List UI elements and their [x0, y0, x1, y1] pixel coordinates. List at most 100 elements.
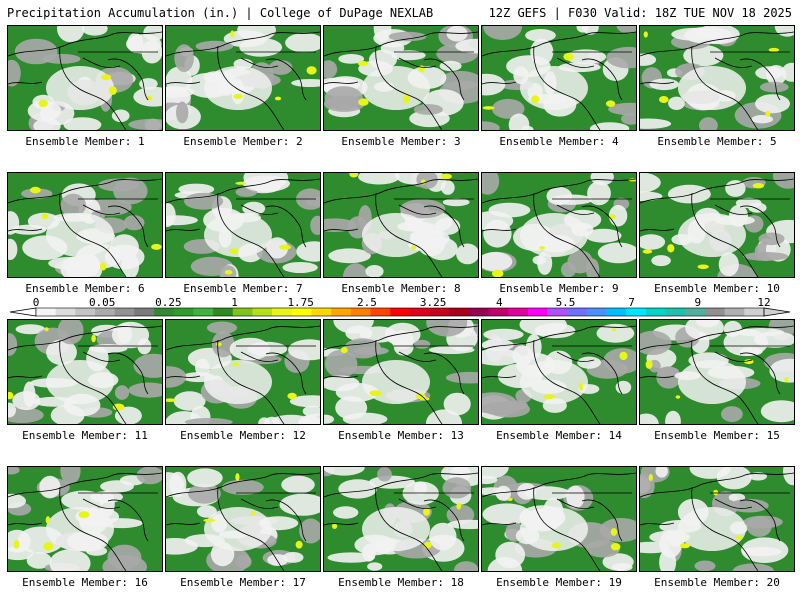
- precip-map: [7, 466, 163, 572]
- ensemble-member-caption: Ensemble Member: 5: [657, 135, 777, 148]
- map-graphic: [324, 320, 478, 424]
- scale-label: 5.5: [555, 296, 576, 309]
- scale-swatch: [665, 308, 686, 316]
- scale-swatch: [311, 308, 332, 316]
- scale-swatch: [429, 308, 450, 316]
- ensemble-panel: Ensemble Member: 6: [7, 172, 163, 296]
- map-graphic: [8, 173, 162, 277]
- scale-label: 7: [628, 296, 635, 309]
- scale-swatch: [645, 308, 666, 316]
- run-valid-time: 12Z GEFS | F030 Valid: 18Z TUE NOV 18 20…: [488, 6, 792, 20]
- scale-left-arrow: [9, 307, 37, 317]
- scale-swatch: [232, 308, 253, 316]
- scale-swatch: [409, 308, 430, 316]
- scale-label: 0.25: [155, 296, 182, 309]
- precip-map: [7, 319, 163, 425]
- map-graphic: [640, 173, 794, 277]
- ensemble-member-caption: Ensemble Member: 17: [180, 576, 306, 589]
- precip-map: [323, 172, 479, 278]
- scale-label: 9: [694, 296, 702, 309]
- map-graphic: [166, 467, 320, 571]
- ensemble-member-caption: Ensemble Member: 12: [180, 429, 306, 442]
- ensemble-panel: Ensemble Member: 2: [165, 25, 321, 149]
- ensemble-member-caption: Ensemble Member: 19: [496, 576, 622, 589]
- map-graphic: [8, 320, 162, 424]
- scale-swatch: [95, 308, 116, 316]
- precip-map: [165, 466, 321, 572]
- scale-swatch: [527, 308, 548, 316]
- scale-label: 1.75: [287, 296, 314, 309]
- scale-swatch: [370, 308, 391, 316]
- scale-swatch: [252, 308, 273, 316]
- ensemble-panel: Ensemble Member: 18: [323, 466, 479, 590]
- scale-swatch: [350, 308, 371, 316]
- precip-map: [165, 319, 321, 425]
- map-graphic: [482, 26, 636, 130]
- ensemble-member-caption: Ensemble Member: 16: [22, 576, 148, 589]
- precip-map: [323, 319, 479, 425]
- map-graphic: [8, 467, 162, 571]
- map-graphic: [640, 467, 794, 571]
- scale-swatch: [134, 308, 155, 316]
- precip-map: [481, 319, 637, 425]
- map-graphic: [324, 173, 478, 277]
- ensemble-panel: Ensemble Member: 8: [323, 172, 479, 296]
- scale-swatch: [114, 308, 135, 316]
- scale-label: 0: [32, 296, 40, 309]
- ensemble-member-caption: Ensemble Member: 3: [341, 135, 461, 148]
- scale-swatch: [685, 308, 706, 316]
- page-title: Precipitation Accumulation (in.) | Colle…: [7, 6, 434, 20]
- ensemble-panel: Ensemble Member: 3: [323, 25, 479, 149]
- scale-label: 0.05: [88, 296, 116, 309]
- scale-swatch: [75, 308, 96, 316]
- precip-map: [323, 466, 479, 572]
- ensemble-member-caption: Ensemble Member: 13: [338, 429, 464, 442]
- ensemble-member-caption: Ensemble Member: 15: [654, 429, 780, 442]
- ensemble-panel: Ensemble Member: 19: [481, 466, 637, 590]
- scale-swatch: [331, 308, 352, 316]
- map-graphic: [482, 320, 636, 424]
- ensemble-panel: Ensemble Member: 1: [7, 25, 163, 149]
- scale-swatch: [291, 308, 312, 316]
- ensemble-member-caption: Ensemble Member: 1: [25, 135, 145, 148]
- scale-swatch: [449, 308, 470, 316]
- precip-map: [639, 319, 795, 425]
- ensemble-member-caption: Ensemble Member: 10: [654, 282, 780, 295]
- map-graphic: [324, 26, 478, 130]
- map-graphic: [482, 173, 636, 277]
- scale-swatch: [724, 308, 745, 316]
- scale-swatch: [744, 308, 765, 316]
- scale-label: 12: [757, 296, 771, 309]
- precip-map: [639, 172, 795, 278]
- scale-label: 2.5: [356, 296, 377, 309]
- precip-map: [639, 466, 795, 572]
- ensemble-panel: Ensemble Member: 15: [639, 319, 795, 443]
- ensemble-member-caption: Ensemble Member: 14: [496, 429, 622, 442]
- ensemble-member-caption: Ensemble Member: 9: [499, 282, 619, 295]
- scale-swatch: [508, 308, 529, 316]
- precip-map: [323, 25, 479, 131]
- scale-label: 4: [495, 296, 503, 309]
- scale-swatch: [606, 308, 627, 316]
- ensemble-member-caption: Ensemble Member: 20: [654, 576, 780, 589]
- map-graphic: [166, 173, 320, 277]
- map-graphic: [8, 26, 162, 130]
- ensemble-panel: Ensemble Member: 14: [481, 319, 637, 443]
- ensemble-panel: Ensemble Member: 4: [481, 25, 637, 149]
- ensemble-member-caption: Ensemble Member: 2: [183, 135, 303, 148]
- ensemble-panel: Ensemble Member: 17: [165, 466, 321, 590]
- scale-swatch: [213, 308, 234, 316]
- ensemble-panel: Ensemble Member: 9: [481, 172, 637, 296]
- ensemble-member-caption: Ensemble Member: 7: [183, 282, 303, 295]
- scale-swatch: [173, 308, 194, 316]
- map-graphic: [640, 320, 794, 424]
- scale-swatch: [704, 308, 725, 316]
- color-scale-bar: [9, 307, 791, 317]
- scale-swatch: [55, 308, 76, 316]
- precip-map: [481, 172, 637, 278]
- scale-swatch: [626, 308, 647, 316]
- map-graphic: [166, 26, 320, 130]
- ensemble-panel: Ensemble Member: 12: [165, 319, 321, 443]
- ensemble-member-caption: Ensemble Member: 18: [338, 576, 464, 589]
- ensemble-panel: Ensemble Member: 11: [7, 319, 163, 443]
